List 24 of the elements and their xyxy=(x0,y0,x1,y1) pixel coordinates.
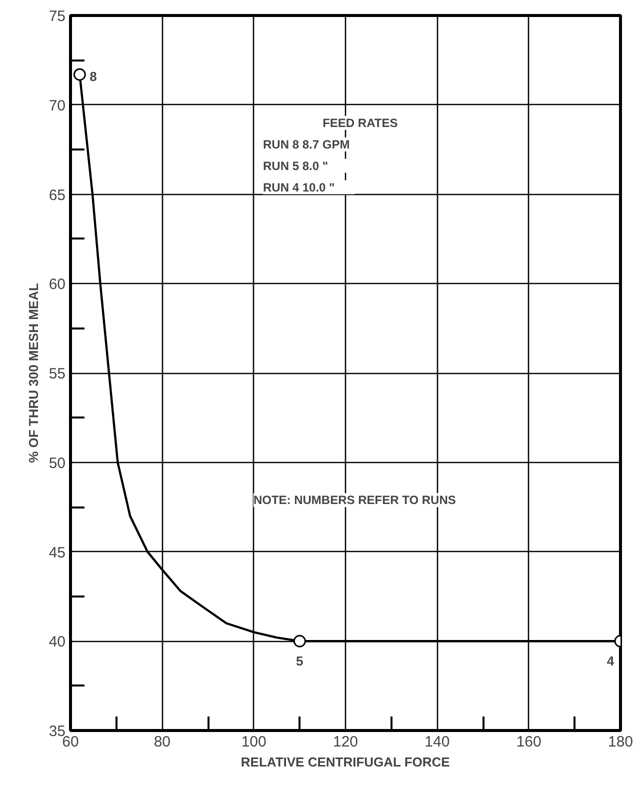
annotation: 4 xyxy=(606,654,615,669)
annotation: NOTE: NUMBERS REFER TO RUNS xyxy=(253,493,456,508)
y-tick-label: 60 xyxy=(48,276,66,294)
y-tick-label: 70 xyxy=(48,97,66,114)
y-tick-label: 45 xyxy=(48,544,66,562)
y-tick-label: 55 xyxy=(48,366,66,382)
y-axis-title: % OF THRU 300 MESH MEAL xyxy=(26,283,41,463)
x-tick-label: 80 xyxy=(154,734,171,750)
x-tick-label: 180 xyxy=(608,734,634,750)
x-tick-label: 140 xyxy=(424,734,450,750)
annotation: 8 xyxy=(90,68,97,84)
annotation: FEED RATES xyxy=(322,116,398,130)
x-tick-label: 100 xyxy=(241,734,266,750)
y-tick-label: 75 xyxy=(48,8,66,25)
y-tick-label: 50 xyxy=(48,454,66,472)
annotation: 5 xyxy=(296,654,304,669)
annotation: RUN 8 8.7 GPM xyxy=(263,137,350,152)
x-tick-label: 120 xyxy=(332,734,358,750)
y-tick-label: 40 xyxy=(48,634,66,651)
annotation: RUN 5 8.0 " xyxy=(263,158,328,173)
x-axis-title: RELATIVE CENTRIFUGAL FORCE xyxy=(240,754,450,770)
x-tick-label: 160 xyxy=(516,734,542,750)
y-tick-label: 65 xyxy=(48,186,66,204)
annotation: RUN 4 10.0 " xyxy=(263,180,335,194)
